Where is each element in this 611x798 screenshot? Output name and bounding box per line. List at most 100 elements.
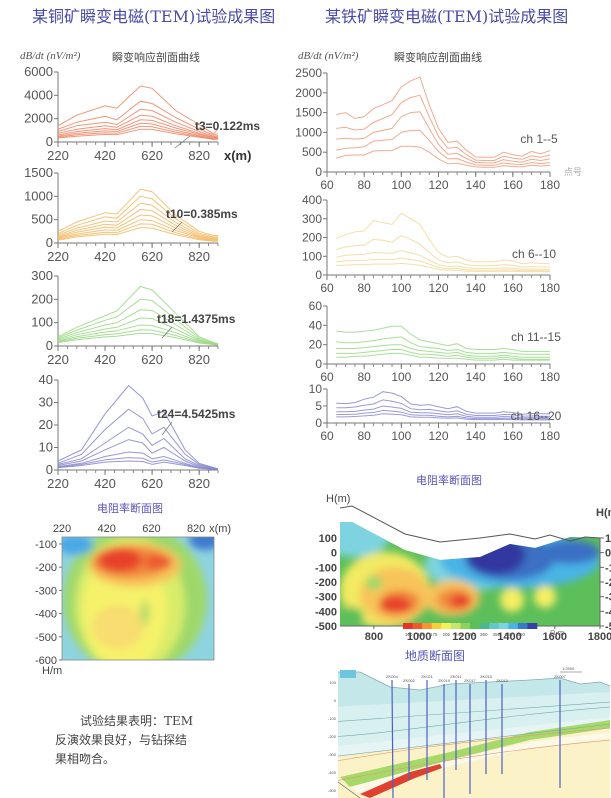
left-subtitle: 瞬变响应剖面曲线 (112, 51, 200, 64)
x-tick-label: 60 (320, 429, 334, 443)
conclusion-line-3: 果相吻合。 (55, 752, 116, 766)
y-tick-label: 1000 (295, 125, 322, 139)
series-annotation: t18=1.4375ms (157, 312, 236, 326)
colorbar-swatch (403, 623, 413, 629)
colorbar-tick-label: 550 (505, 632, 513, 637)
x-tick-label: 620 (141, 249, 163, 264)
x-tick-label: 420 (94, 249, 116, 264)
depth-tick-label: -200 (328, 734, 337, 739)
conclusion-line-1: 试验结果表明：TEM (80, 714, 194, 728)
colorbar-swatch (508, 623, 519, 629)
series-annotation: ch 6--10 (512, 247, 556, 261)
series-line-c5 (57, 119, 219, 139)
series-line-c7 (57, 223, 218, 242)
x-tick-label: 120 (428, 281, 448, 295)
x-tick-label: 180 (540, 281, 560, 295)
x-tick-label: 620 (141, 476, 163, 491)
y-tick-label: 40 (309, 318, 323, 332)
series-line-ch20 (336, 413, 550, 421)
x-tick-label: 80 (357, 370, 371, 384)
y-tick-label: 1500 (24, 165, 53, 180)
series-line-c6 (57, 122, 219, 140)
series-annotation: t3=0.122ms (195, 119, 260, 133)
x-tick-label: 1800 (588, 631, 611, 643)
x-tick-label: 100 (391, 281, 411, 295)
series-line-c7 (57, 332, 219, 346)
series-line-c3 (57, 108, 219, 137)
x-tick-label: 1600 (543, 631, 567, 643)
y-tick-label: 2500 (295, 66, 322, 80)
y-tick-label: -500 (35, 632, 57, 644)
y-tick-label-left: -200 (315, 577, 337, 589)
series-annotation: ch 1--5 (520, 132, 558, 146)
x-tick-label: 220 (47, 249, 69, 264)
series-line-ch6 (336, 212, 551, 265)
series-annotation: ch 16--20 (511, 409, 562, 423)
colorbar-swatch (412, 623, 423, 629)
y-tick-label: 60 (309, 299, 323, 313)
y-tick-label: 500 (302, 145, 322, 159)
series-line-ch11 (336, 325, 550, 352)
colorbar-tick-label: 280 (468, 632, 476, 637)
x-axis-label: 点号 (564, 167, 582, 178)
series-line-ch17 (336, 399, 550, 417)
x-tick-label: 1200 (452, 631, 476, 643)
left-resistivity-section: 220 420 620 820 x(m) -100 -200 -300 -400 -500 -600… (35, 523, 231, 677)
series-line-c2 (57, 298, 219, 345)
x-tick-label: 620 (141, 352, 163, 367)
series-line-t10 (57, 188, 218, 236)
y-tick-label: -400 (35, 609, 57, 621)
colorbar-swatch (470, 623, 480, 629)
colorbar-swatch (422, 623, 433, 629)
left-figure-title: 某铜矿瞬变电磁(TEM)试验成果图 (32, 7, 276, 26)
series-line-c3 (57, 426, 219, 470)
borehole-label: ZK015 (480, 674, 493, 679)
y-axis-label: H/m (42, 665, 62, 677)
series-annotation: t24=4.5425ms (157, 407, 236, 421)
y-tick-label: 100 (302, 249, 322, 263)
series-line-c7 (57, 460, 219, 470)
x-tick-label: 420 (94, 148, 116, 163)
y-tick-label: -200 (35, 562, 57, 574)
series-line-t18 (57, 285, 219, 345)
x-tick-label: 140 (466, 370, 486, 384)
colorbar-tick-label: 650 (518, 632, 526, 637)
borehole-label: ZK013 (496, 678, 509, 683)
depth-tick-label: -400 (328, 770, 337, 775)
series-line-ch9 (336, 257, 550, 272)
y-tick-label: 100 (31, 315, 53, 330)
borehole-label: ZK019 (438, 678, 451, 683)
right-resistivity-section: 10010000-100-100-200-200-300-300-400-400… (315, 493, 611, 643)
series-line-c8 (57, 227, 218, 242)
series-line-ch4 (336, 129, 551, 166)
colorbar-tick-label: 100 (405, 632, 413, 637)
colorbar-swatch (489, 623, 500, 629)
y-tick-label: -300 (35, 585, 57, 597)
y-tick-label: 6000 (24, 64, 53, 79)
depth-tick-label: -500 (328, 788, 337, 793)
series-line-c5 (57, 451, 219, 470)
series-line-ch1 (336, 76, 551, 158)
x-tick-label: 820 (188, 476, 210, 491)
y-tick-label: 400 (302, 193, 322, 207)
depth-tick-label: 0 (334, 698, 337, 703)
series-line-ch7 (336, 235, 551, 268)
borehole-label: ZK007 (554, 674, 567, 679)
y-tick-label: 4000 (24, 87, 53, 102)
x-tick-label: 820 (188, 352, 210, 367)
series-annotation: t10=0.385ms (166, 207, 238, 221)
y-tick-label: 0 (46, 338, 53, 353)
x-tick-label: 160 (503, 178, 523, 192)
colorbar-tick-label: 140 (418, 632, 426, 637)
series-line-c2 (57, 408, 219, 470)
y-tick-label: 2000 (24, 111, 53, 126)
chart-left-t3: 0 2000 4000 6000 220 420 620 820 t3=0.122ms x(m) (24, 64, 260, 163)
x-tick-label: 620 (142, 523, 160, 535)
y-tick-label: 0 (46, 462, 53, 477)
x-tick-label: 220 (47, 148, 69, 163)
x-tick-label: 620 (141, 148, 163, 163)
x-tick-label: 60 (320, 281, 334, 295)
series-line-c4 (57, 114, 219, 138)
x-tick-label: 140 (466, 429, 486, 443)
series-line-ch10 (336, 262, 550, 273)
